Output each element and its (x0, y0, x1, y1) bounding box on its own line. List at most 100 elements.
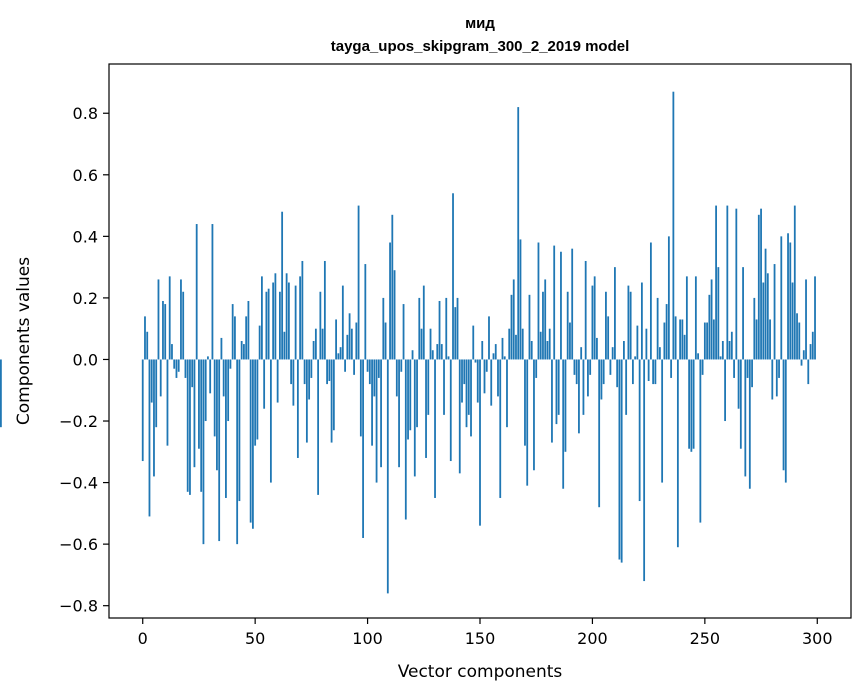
bar (623, 341, 625, 360)
bar (593, 276, 596, 360)
bar (566, 291, 569, 360)
bar (393, 270, 396, 360)
bar (225, 359, 227, 498)
bar (317, 359, 320, 495)
bar (465, 359, 468, 428)
bar (591, 285, 594, 360)
bar (521, 328, 524, 360)
bar (569, 322, 571, 360)
y-tick-label: 0.8 (73, 104, 98, 123)
bar (422, 285, 425, 360)
bar (350, 328, 353, 360)
bar (627, 285, 630, 360)
bar (326, 359, 328, 385)
bar (454, 307, 457, 360)
bar (371, 359, 373, 446)
bar (715, 205, 717, 360)
bar (184, 359, 187, 378)
x-tick-label: 250 (690, 629, 721, 648)
bar (692, 359, 695, 449)
bar (265, 291, 268, 360)
bar (605, 291, 607, 360)
bar (681, 319, 684, 360)
bar (323, 260, 326, 360)
bar (811, 331, 814, 360)
bar (766, 273, 769, 360)
bar (148, 359, 151, 517)
bar (407, 359, 409, 440)
bar (546, 341, 549, 360)
bar (150, 359, 153, 403)
bar (544, 279, 547, 360)
bar (551, 359, 553, 443)
bar (382, 297, 385, 360)
bar (649, 242, 652, 360)
bar (814, 276, 816, 360)
bar (368, 359, 371, 385)
x-axis-label: Vector components (398, 662, 563, 682)
bar (805, 279, 807, 360)
bar (620, 359, 623, 563)
bar (189, 359, 191, 495)
bar (616, 359, 619, 388)
bar (267, 288, 270, 360)
x-axis-ticks: 0 50 100 150 200 250 300 (138, 618, 833, 648)
bar (542, 291, 544, 360)
bar (530, 341, 533, 360)
bar (236, 359, 239, 545)
bar (640, 282, 643, 360)
bar (447, 356, 450, 360)
bar (456, 297, 459, 360)
bar (730, 331, 733, 360)
bar (519, 239, 522, 360)
bar (733, 359, 735, 378)
bar (602, 359, 605, 385)
bar (744, 359, 747, 477)
bar (404, 359, 407, 520)
bar (667, 236, 670, 360)
bar (760, 208, 762, 360)
bar (481, 341, 484, 360)
bar (314, 328, 317, 360)
bar (697, 353, 699, 360)
bar (485, 359, 488, 372)
y-tick-label: −0.2 (59, 412, 98, 431)
bar (227, 359, 230, 422)
bar (386, 359, 389, 594)
bar (281, 211, 284, 360)
bar (688, 359, 691, 449)
bar (429, 328, 432, 360)
bar (676, 359, 679, 548)
bar (526, 359, 529, 486)
bar (638, 359, 641, 502)
bar (751, 359, 753, 388)
bar (582, 359, 585, 415)
bar (182, 291, 185, 360)
bar (463, 359, 466, 385)
bar (510, 294, 513, 360)
bar (629, 291, 632, 360)
bar (240, 341, 243, 360)
bar (413, 359, 416, 477)
bar (528, 294, 531, 360)
bar (398, 359, 400, 468)
bar (739, 359, 742, 449)
y-tick-label: −0.6 (59, 535, 98, 554)
bar (292, 359, 295, 406)
bar (503, 356, 506, 360)
bar (344, 359, 346, 372)
bar (416, 359, 418, 428)
bar (685, 276, 688, 360)
bar (784, 359, 787, 483)
bar (748, 359, 751, 489)
bar (553, 245, 556, 360)
bar (769, 319, 771, 360)
bar (708, 294, 711, 360)
bar (589, 359, 592, 375)
bar (742, 267, 744, 360)
y-tick-label: 0.0 (73, 350, 98, 369)
bar (575, 359, 578, 385)
bar (670, 359, 673, 378)
x-tick-label: 300 (802, 629, 833, 648)
bar (171, 344, 173, 360)
